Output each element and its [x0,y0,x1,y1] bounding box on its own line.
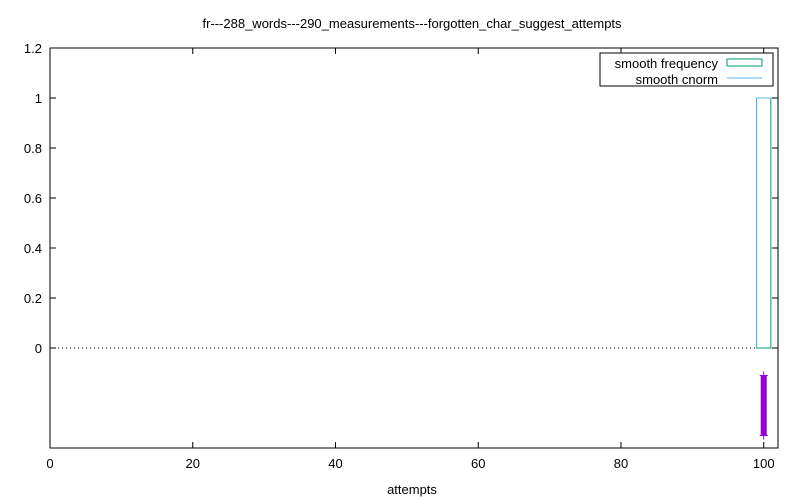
x-tick-label: 100 [753,456,775,471]
legend-label-smooth-cnorm: smooth cnorm [636,72,718,87]
x-tick-label: 60 [471,456,485,471]
y-tick-label: 0.6 [24,191,42,206]
y-tick-label: 0.2 [24,291,42,306]
y-axis: 0 0.2 0.4 0.6 0.8 1 1.2 [24,41,778,356]
cnorm-line [756,97,771,348]
plot-border [49,47,779,449]
x-tick-label: 40 [328,456,342,471]
chart-title: fr---288_words---290_measurements---forg… [202,16,622,31]
frequency-bar [756,97,772,349]
y-tick-label: 0 [35,341,42,356]
points-area [759,371,768,440]
legend-swatch-smooth-frequency [726,58,763,67]
y-tick-label: 0.4 [24,241,42,256]
data-points-cluster [760,375,767,436]
y-tick-label: 0.8 [24,141,42,156]
legend: smooth frequency smooth cnorm [599,52,774,87]
x-tick-label: 80 [614,456,628,471]
y-tick-label: 1 [35,91,42,106]
series-area [756,97,772,349]
legend-label-smooth-frequency: smooth frequency [615,56,719,71]
x-axis: 0 20 40 60 80 100 [46,48,775,471]
x-axis-label: attempts [387,482,437,497]
x-tick-label: 20 [186,456,200,471]
y-tick-label: 1.2 [24,41,42,56]
x-tick-label: 0 [46,456,53,471]
